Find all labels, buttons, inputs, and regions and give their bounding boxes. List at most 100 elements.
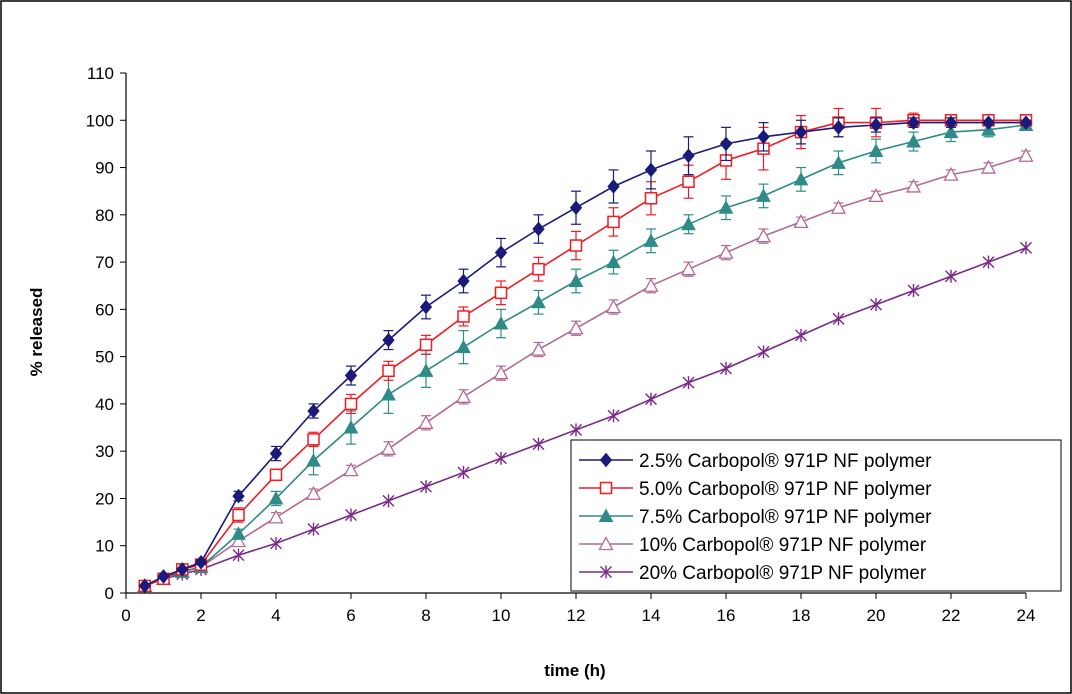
y-tick-label: 80 bbox=[95, 206, 114, 225]
series-line bbox=[144, 247, 1027, 587]
legend-item-5: 20% Carbopol® 971P NF polymer bbox=[579, 563, 927, 584]
y-tick-label: 0 bbox=[105, 584, 114, 603]
data-point bbox=[943, 166, 959, 181]
data-point bbox=[720, 361, 732, 375]
x-tick-label: 10 bbox=[492, 606, 511, 625]
data-point bbox=[830, 199, 847, 214]
data-point bbox=[643, 277, 659, 292]
data-point bbox=[138, 578, 151, 594]
data-point bbox=[682, 376, 695, 390]
data-point bbox=[907, 115, 920, 130]
series-line bbox=[144, 124, 1027, 587]
x-tick-label: 4 bbox=[271, 606, 280, 625]
data-point bbox=[530, 341, 547, 356]
y-tick-label: 70 bbox=[95, 253, 114, 272]
x-tick-label: 22 bbox=[942, 606, 961, 625]
data-point bbox=[643, 233, 659, 247]
series-layer bbox=[137, 107, 1034, 594]
data-point bbox=[418, 414, 434, 429]
legend-label: 2.5% Carbopol® 971P NF polymer bbox=[639, 451, 932, 472]
data-point bbox=[870, 298, 882, 312]
data-point bbox=[494, 245, 508, 260]
y-tick-label: 20 bbox=[95, 489, 114, 508]
data-point bbox=[906, 133, 921, 148]
x-tick-label: 6 bbox=[346, 606, 355, 625]
legend-item-1: 2.5% Carbopol® 971P NF polymer bbox=[579, 451, 932, 472]
y-tick-label: 50 bbox=[95, 348, 114, 367]
data-point bbox=[755, 228, 772, 243]
data-point bbox=[982, 115, 995, 130]
data-point bbox=[418, 363, 434, 377]
legend-label: 20% Carbopol® 971P NF polymer bbox=[639, 563, 927, 584]
data-point bbox=[868, 188, 884, 203]
legend-item-3: 7.5% Carbopol® 971P NF polymer bbox=[579, 507, 932, 528]
data-point bbox=[982, 255, 995, 269]
data-point bbox=[457, 310, 470, 323]
data-point bbox=[568, 273, 584, 287]
data-point bbox=[270, 536, 282, 550]
data-point bbox=[194, 554, 208, 570]
data-point bbox=[232, 508, 245, 522]
data-point bbox=[420, 480, 432, 494]
data-point bbox=[230, 533, 247, 548]
legend-label: 7.5% Carbopol® 971P NF polymer bbox=[639, 507, 932, 528]
data-point bbox=[605, 299, 622, 314]
data-point bbox=[457, 273, 470, 289]
data-point bbox=[606, 254, 621, 269]
legend-label: 10% Carbopol® 971P NF polymer bbox=[639, 535, 927, 556]
data-point bbox=[907, 283, 920, 297]
data-point bbox=[832, 312, 845, 326]
legend-box bbox=[570, 439, 1062, 592]
data-point bbox=[756, 188, 771, 202]
data-point bbox=[493, 365, 509, 380]
data-point bbox=[868, 143, 884, 157]
x-tick-label: 20 bbox=[867, 606, 886, 625]
legend-marker bbox=[599, 452, 613, 468]
data-point bbox=[232, 488, 245, 504]
data-point bbox=[607, 215, 620, 229]
data-point bbox=[380, 440, 397, 455]
data-point bbox=[456, 339, 471, 354]
y-tick-label: 100 bbox=[86, 111, 114, 130]
legend-item-2: 5.0% Carbopol® 971P NF polymer bbox=[579, 479, 932, 500]
data-point bbox=[231, 526, 246, 540]
data-point bbox=[343, 462, 359, 477]
data-point bbox=[831, 155, 846, 169]
legend-marker bbox=[598, 536, 614, 551]
x-tick-label: 16 bbox=[717, 606, 736, 625]
data-point bbox=[905, 178, 922, 193]
y-tick-label: 90 bbox=[95, 159, 114, 178]
data-point bbox=[644, 162, 658, 178]
x-tick-label: 14 bbox=[642, 606, 661, 625]
data-point bbox=[944, 115, 958, 130]
x-tick-label: 18 bbox=[792, 606, 811, 625]
series-4 bbox=[137, 147, 1034, 593]
x-tick-label: 2 bbox=[196, 606, 205, 625]
data-point bbox=[268, 490, 284, 505]
data-point bbox=[382, 494, 395, 508]
data-point bbox=[943, 124, 959, 139]
data-point bbox=[681, 216, 696, 231]
data-point bbox=[832, 120, 845, 135]
data-point bbox=[532, 437, 545, 451]
data-point bbox=[644, 192, 658, 205]
data-point bbox=[495, 451, 507, 465]
data-point bbox=[569, 239, 583, 252]
data-point bbox=[345, 508, 357, 522]
data-point bbox=[381, 386, 396, 401]
y-tick-label: 110 bbox=[87, 64, 114, 83]
data-point bbox=[795, 328, 807, 342]
data-point bbox=[419, 299, 433, 315]
data-point bbox=[570, 423, 582, 437]
y-tick-label: 30 bbox=[95, 442, 114, 461]
data-point bbox=[531, 294, 546, 309]
data-point bbox=[569, 200, 583, 216]
data-point bbox=[680, 261, 697, 276]
legend-marker bbox=[600, 565, 612, 579]
data-point bbox=[1020, 241, 1032, 255]
data-point bbox=[344, 368, 358, 383]
data-point bbox=[682, 175, 695, 188]
data-point bbox=[307, 403, 320, 419]
legend-item-4: 10% Carbopol® 971P NF polymer bbox=[579, 535, 927, 556]
